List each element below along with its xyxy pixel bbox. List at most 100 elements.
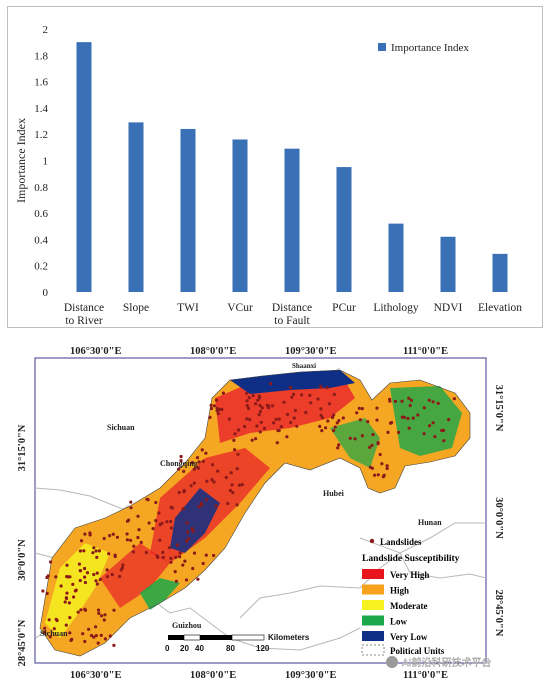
landslide-point bbox=[217, 407, 221, 411]
landslide-point bbox=[197, 505, 201, 509]
landslide-point bbox=[85, 571, 90, 575]
landslide-point bbox=[79, 608, 83, 612]
landslide-point bbox=[82, 549, 86, 553]
landslide-point bbox=[169, 526, 173, 530]
landslide-point bbox=[199, 501, 203, 505]
landslide-point bbox=[258, 409, 262, 414]
map-legend: Landslides Landslide Susceptibility Very… bbox=[361, 537, 460, 656]
landslide-point bbox=[258, 403, 262, 408]
landslide-point bbox=[45, 591, 49, 596]
landslide-point bbox=[422, 432, 426, 436]
landslide-point bbox=[232, 438, 236, 442]
landslide-point bbox=[196, 577, 200, 581]
y-tick-label: 0.4 bbox=[34, 234, 48, 246]
lon-label-bottom-3: 109°30'0"E bbox=[285, 670, 336, 681]
x-tick-label-line: TWI bbox=[177, 302, 199, 314]
landslide-point bbox=[382, 473, 386, 477]
landslide-point bbox=[139, 540, 143, 544]
x-tick-label: Lithology bbox=[373, 302, 419, 314]
landslide-point bbox=[358, 418, 362, 422]
place-label-guizhou: Guizhou bbox=[172, 621, 202, 630]
x-tick-label-line: NDVI bbox=[434, 302, 463, 314]
landslide-point bbox=[210, 478, 214, 482]
x-tick-label-line: to River bbox=[65, 315, 103, 327]
lon-label-bottom-4: 111°0'0"E bbox=[403, 670, 448, 681]
bar-3 bbox=[232, 139, 248, 292]
landslide-point bbox=[257, 394, 261, 398]
landslide-point bbox=[441, 428, 446, 432]
landslide-point bbox=[169, 556, 173, 560]
susceptibility-map: 106°30'0"E 108°0'0"E 109°30'0"E 111°0'0"… bbox=[17, 346, 504, 681]
lon-label-bottom-2: 108°0'0"E bbox=[190, 670, 236, 681]
landslide-point bbox=[136, 535, 140, 540]
place-label-hunan: Hunan bbox=[418, 518, 442, 527]
landslide-point bbox=[170, 506, 174, 510]
landslide-point bbox=[94, 549, 98, 553]
landslide-point bbox=[158, 523, 162, 527]
y-tick-label: 0.8 bbox=[34, 182, 48, 194]
landslide-point bbox=[269, 382, 273, 386]
landslide-point bbox=[74, 588, 78, 592]
landslide-point bbox=[375, 418, 379, 422]
landslide-point bbox=[68, 616, 72, 620]
landslide-point bbox=[228, 488, 232, 493]
landslide-point bbox=[111, 532, 115, 536]
landslide-point bbox=[277, 428, 281, 432]
y-tick-label: 0.2 bbox=[34, 261, 48, 273]
landslide-point bbox=[200, 448, 204, 452]
scale-tick-20: 20 bbox=[180, 644, 189, 653]
landslide-point bbox=[182, 469, 186, 473]
landslide-point bbox=[154, 500, 158, 505]
landslide-point bbox=[411, 416, 415, 420]
landslide-point bbox=[285, 435, 289, 439]
landslide-point bbox=[205, 479, 209, 483]
landslide-point bbox=[319, 407, 323, 411]
y-tick-label: 2 bbox=[43, 24, 49, 36]
landslide-point bbox=[185, 539, 189, 543]
x-tick-label-line: Lithology bbox=[373, 302, 419, 314]
landslide-point bbox=[233, 432, 237, 436]
landslide-point bbox=[341, 416, 345, 420]
scale-tick-0: 0 bbox=[165, 644, 170, 653]
landslide-point bbox=[255, 424, 259, 428]
legend-swatch-1 bbox=[362, 584, 384, 595]
landslide-point bbox=[108, 534, 112, 538]
landslide-point bbox=[250, 438, 254, 442]
landslide-point bbox=[416, 413, 420, 417]
legend-swatch bbox=[378, 43, 386, 51]
landslide-point bbox=[286, 412, 290, 417]
landslide-point bbox=[182, 488, 186, 493]
landslide-point bbox=[320, 416, 324, 420]
landslide-point bbox=[77, 562, 81, 566]
lat-label-right-3: 28°45'0"N bbox=[493, 590, 504, 637]
y-axis-label: Importance Index bbox=[14, 118, 28, 203]
landslide-point bbox=[324, 426, 328, 430]
place-label-sichuan-north: Sichuan bbox=[107, 423, 135, 432]
y-tick-label: 0 bbox=[43, 287, 49, 299]
landslide-point bbox=[92, 572, 96, 577]
landslide-point bbox=[161, 555, 165, 559]
bar-2 bbox=[180, 128, 196, 292]
landslide-point bbox=[360, 407, 364, 411]
landslide-point bbox=[63, 600, 67, 604]
graticule-labels: 106°30'0"E 108°0'0"E 109°30'0"E 111°0'0"… bbox=[17, 346, 504, 681]
landslide-point bbox=[48, 635, 52, 639]
landslide-point bbox=[212, 553, 216, 558]
landslide-point bbox=[431, 421, 435, 425]
landslide-point bbox=[201, 561, 205, 566]
landslide-point bbox=[292, 416, 296, 420]
landslide-point bbox=[388, 421, 393, 425]
landslide-point bbox=[95, 571, 99, 575]
landslide-point bbox=[83, 639, 87, 644]
landslide-point bbox=[156, 555, 160, 559]
landslide-point bbox=[94, 579, 98, 583]
landslide-point bbox=[185, 521, 189, 525]
landslide-point bbox=[65, 591, 69, 595]
landslide-point bbox=[131, 550, 135, 554]
landslide-point bbox=[179, 459, 183, 463]
landslide-point bbox=[388, 397, 392, 401]
landslide-point bbox=[336, 446, 340, 450]
landslide-point bbox=[319, 413, 323, 417]
landslide-point bbox=[316, 397, 320, 401]
landslide-point bbox=[97, 549, 101, 553]
